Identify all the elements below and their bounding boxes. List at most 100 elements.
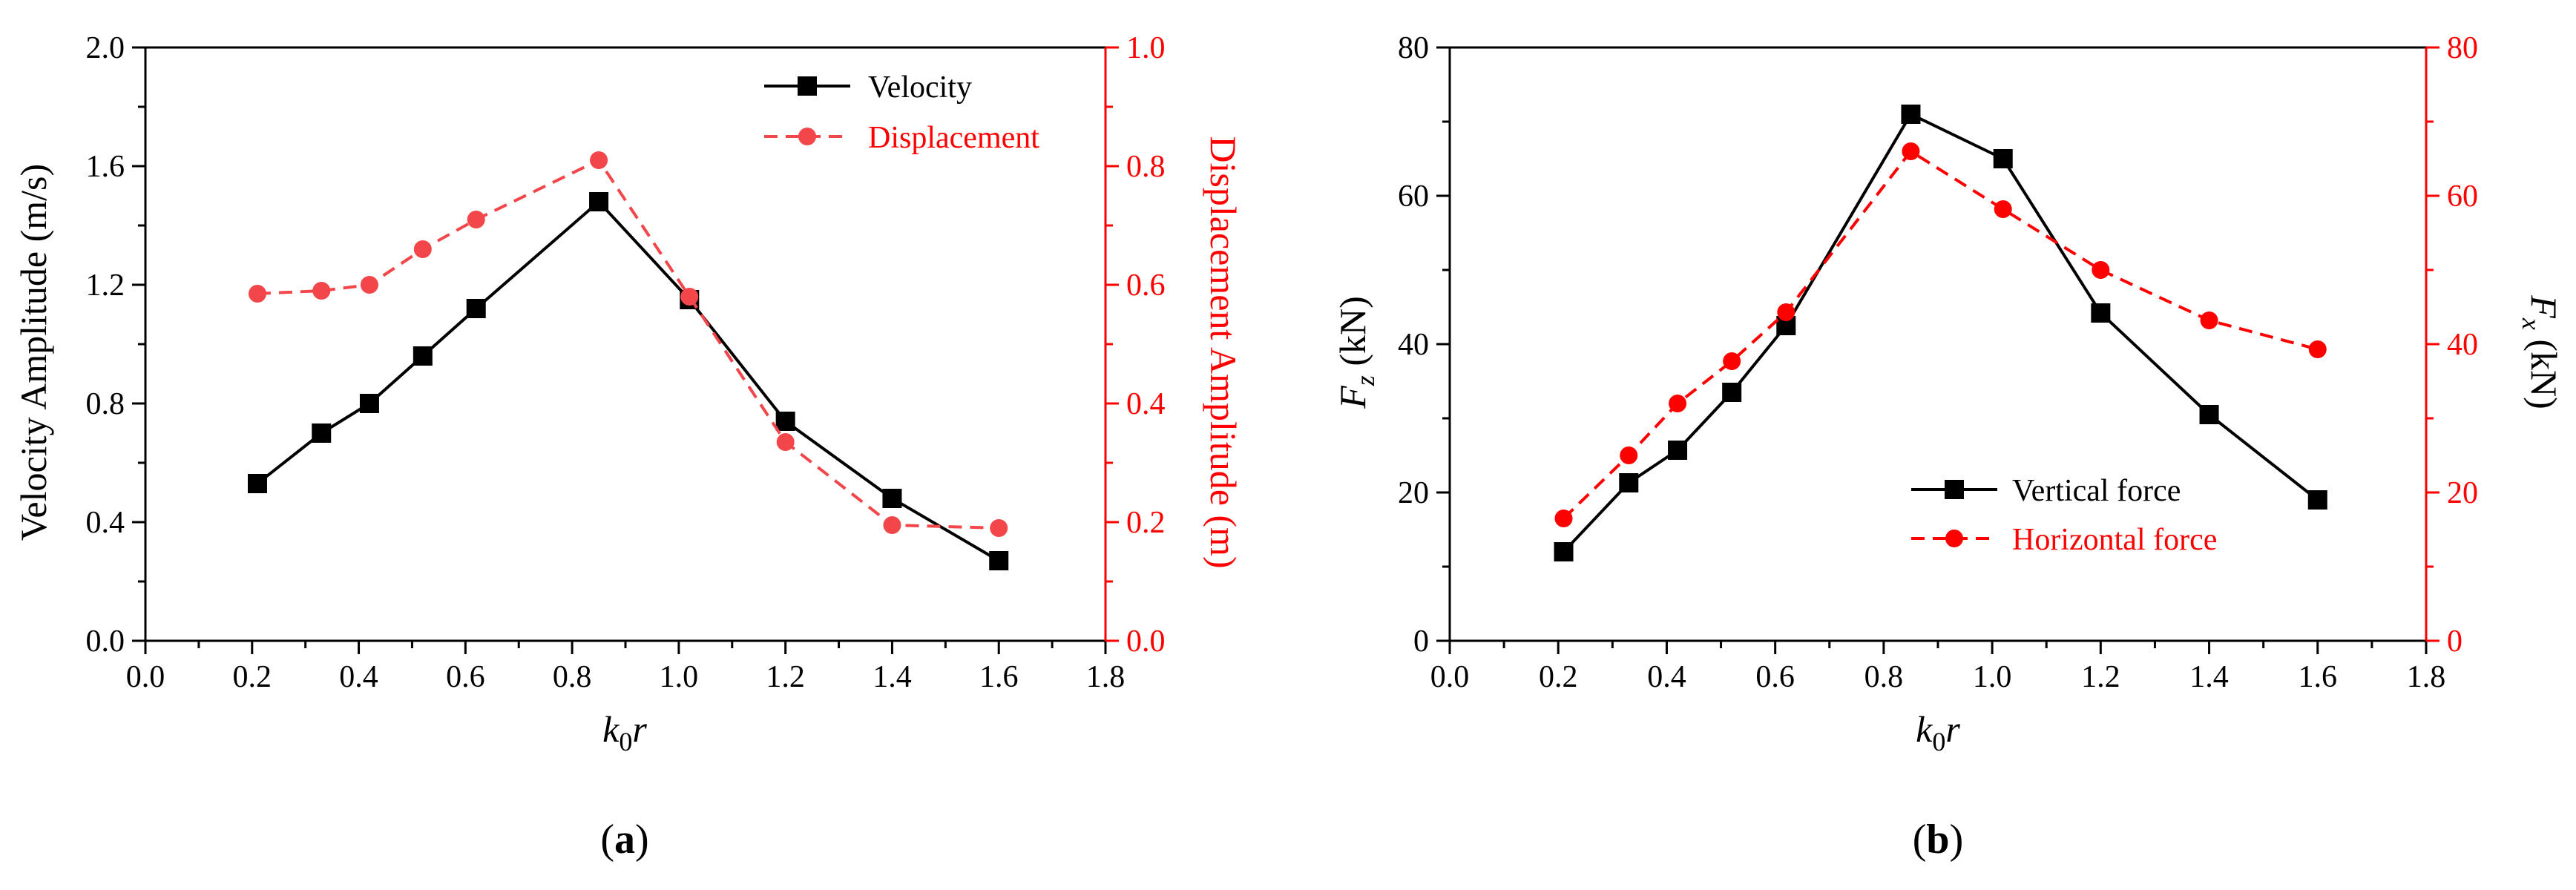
panel-b-point-horizontal-force	[2200, 312, 2218, 329]
panel-b-right-tick-label: 40	[2447, 328, 2478, 362]
panel-b-right-tick-label: 20	[2447, 476, 2478, 510]
legend-label-velocity: Velocity	[868, 70, 972, 105]
panel-b-xlabel-sub: 0	[1932, 727, 1945, 756]
panel-a-point-velocity	[312, 423, 332, 443]
panel-a-point-displacement	[883, 516, 901, 534]
panel-b-x-tick-label: 0.6	[1755, 660, 1795, 694]
panel-b-point-horizontal-force	[1669, 395, 1687, 412]
panel-a-point-displacement	[776, 433, 795, 451]
panel-a-x-tick-label: 1.2	[766, 660, 805, 694]
panel-b-left-tick-label: 0	[1413, 624, 1429, 659]
panel-a-left-axis-title: Velocity Amplitude (m/s)	[13, 164, 54, 541]
panel-a-point-displacement	[467, 211, 485, 228]
panel-b-right-tick-label: 80	[2447, 31, 2478, 65]
panel-a-point-velocity	[413, 346, 433, 366]
panel-a-right-tick-label: 0.4	[1126, 387, 1166, 421]
panel-a-right-tick-label: 0.2	[1126, 506, 1166, 540]
panel-a-series	[247, 151, 1009, 570]
panel-a-x-tick-label: 1.0	[660, 660, 699, 694]
panel-a-left-tick-label: 2.0	[86, 31, 125, 65]
panel-b-point-horizontal-force	[1994, 200, 2012, 218]
panel-a-paren-close: )	[635, 817, 649, 863]
panel-a-x-axis-title: k0r	[602, 708, 647, 756]
panel-a-label: (a)	[600, 817, 648, 863]
panel-b-right-axis-title: Fx (kN)	[2517, 294, 2565, 409]
panel-a-point-displacement	[680, 288, 699, 306]
panel-b-left-tick-label: 60	[1398, 179, 1429, 214]
panel-a-legend: Velocity Displacement	[764, 70, 1039, 155]
panel-b-x-tick-label: 0.8	[1864, 660, 1904, 694]
panel-b-ylabel-main: F	[1332, 386, 1373, 409]
panel-b-point-horizontal-force	[2308, 340, 2327, 358]
panel-b-series	[1554, 105, 2327, 561]
panel-a-point-velocity	[247, 474, 267, 493]
panel-b-x-tick-label: 1.8	[2407, 660, 2446, 694]
panel-b-series-line-vertical-force	[1563, 112, 2319, 553]
panel-a-letter: a	[614, 817, 635, 863]
panel-b-x-axis-title: k0r	[1916, 708, 1960, 756]
panel-b-xlabel-tail: r	[1945, 708, 1960, 750]
panel-b-point-horizontal-force	[1902, 142, 1920, 160]
panel-a-x-tick-label: 1.4	[873, 660, 912, 694]
panel-b-point-vertical-force	[1722, 383, 1742, 402]
panel-b-point-horizontal-force	[2092, 261, 2110, 279]
legend-label-horizontal-force: Horizontal force	[2012, 523, 2217, 557]
panel-b-point-vertical-force	[1668, 441, 1688, 460]
legend-marker-displacement	[798, 128, 816, 145]
panel-a-left-tick-label: 0.8	[86, 387, 125, 421]
panel-a-point-displacement	[312, 282, 331, 300]
panel-a-chart: 0.0 0.2 0.4 0.6 0.8 1.0 1.2 1.4 1.6 1.80.00.40.81…	[13, 31, 1244, 863]
panel-a-point-velocity	[775, 412, 795, 431]
panel-b-x-tick-label: 1.2	[2081, 660, 2120, 694]
legend-marker-velocity	[798, 76, 817, 96]
panel-b-paren-close: )	[1950, 817, 1964, 863]
panel-a-point-displacement	[360, 276, 378, 294]
panel-a-point-velocity	[589, 192, 609, 211]
panel-a-point-velocity	[989, 551, 1009, 570]
panel-b-y2label-main: F	[2523, 294, 2565, 318]
panel-a-left-tick-label: 1.2	[86, 268, 125, 303]
panel-b-x-tick-label: 1.0	[1973, 660, 2012, 694]
panel-a-point-velocity	[359, 394, 379, 413]
legend-marker-horizontal-force	[1945, 530, 1963, 547]
panel-b-point-horizontal-force	[1723, 352, 1741, 370]
panel-a-x-tick-label: 1.6	[979, 660, 1019, 694]
panel-a-point-displacement	[590, 151, 608, 169]
panel-b-chart: 0.0 0.2 0.4 0.6 0.8 1.0 1.2 1.4 1.6 1.80204060800…	[1332, 31, 2565, 863]
panel-a-point-velocity	[466, 299, 486, 318]
panel-a-x-tick-label: 0.8	[553, 660, 592, 694]
panel-b-x-tick-label: 0.2	[1539, 660, 1578, 694]
panel-a-right-tick-label: 0.6	[1126, 268, 1166, 303]
panel-b-x-tick-label: 1.6	[2299, 660, 2338, 694]
legend-label-vertical-force: Vertical force	[2012, 474, 2181, 508]
panel-a-right-axis-title: Displacement Amplitude (m)	[1203, 136, 1244, 568]
panel-b-point-horizontal-force	[1777, 303, 1795, 321]
panel-a-right-tick-label: 1.0	[1126, 31, 1166, 65]
panel-b-point-vertical-force	[1993, 149, 2013, 168]
panel-a-point-velocity	[882, 489, 902, 508]
panel-a-x-tick-label: 1.8	[1086, 660, 1126, 694]
panel-b-series-line-horizontal-force	[1563, 149, 2319, 520]
panel-a-left-tick-label: 0.0	[86, 624, 125, 659]
panel-b-left-tick-label: 80	[1398, 31, 1429, 65]
legend-marker-vertical-force	[1945, 480, 1964, 499]
panel-a-xlabel-main: k	[602, 708, 620, 750]
panel-a-xlabel-sub: 0	[619, 727, 632, 756]
panel-a-series-line-velocity	[256, 200, 1000, 562]
panel-b-left-axis-title: Fz (kN)	[1332, 296, 1380, 409]
legend-label-displacement: Displacement	[868, 121, 1039, 155]
panel-a-x-tick-label: 0.6	[446, 660, 485, 694]
panel-a-axes	[132, 46, 1119, 654]
panel-a-point-displacement	[413, 240, 432, 258]
panel-b-letter: b	[1926, 817, 1949, 863]
panel-b-point-vertical-force	[2091, 303, 2111, 323]
panel-b-x-tick-label: 0.4	[1647, 660, 1686, 694]
panel-a-point-displacement	[248, 285, 266, 303]
panel-a-right-tick-label: 0.0	[1126, 624, 1166, 659]
panel-b-right-tick-label: 60	[2447, 179, 2478, 214]
panel-b-y2label-sub: x	[2517, 317, 2546, 330]
panel-b-point-vertical-force	[1619, 473, 1639, 492]
panel-b-point-vertical-force	[2199, 405, 2219, 424]
panel-a-xlabel-tail: r	[632, 708, 647, 750]
